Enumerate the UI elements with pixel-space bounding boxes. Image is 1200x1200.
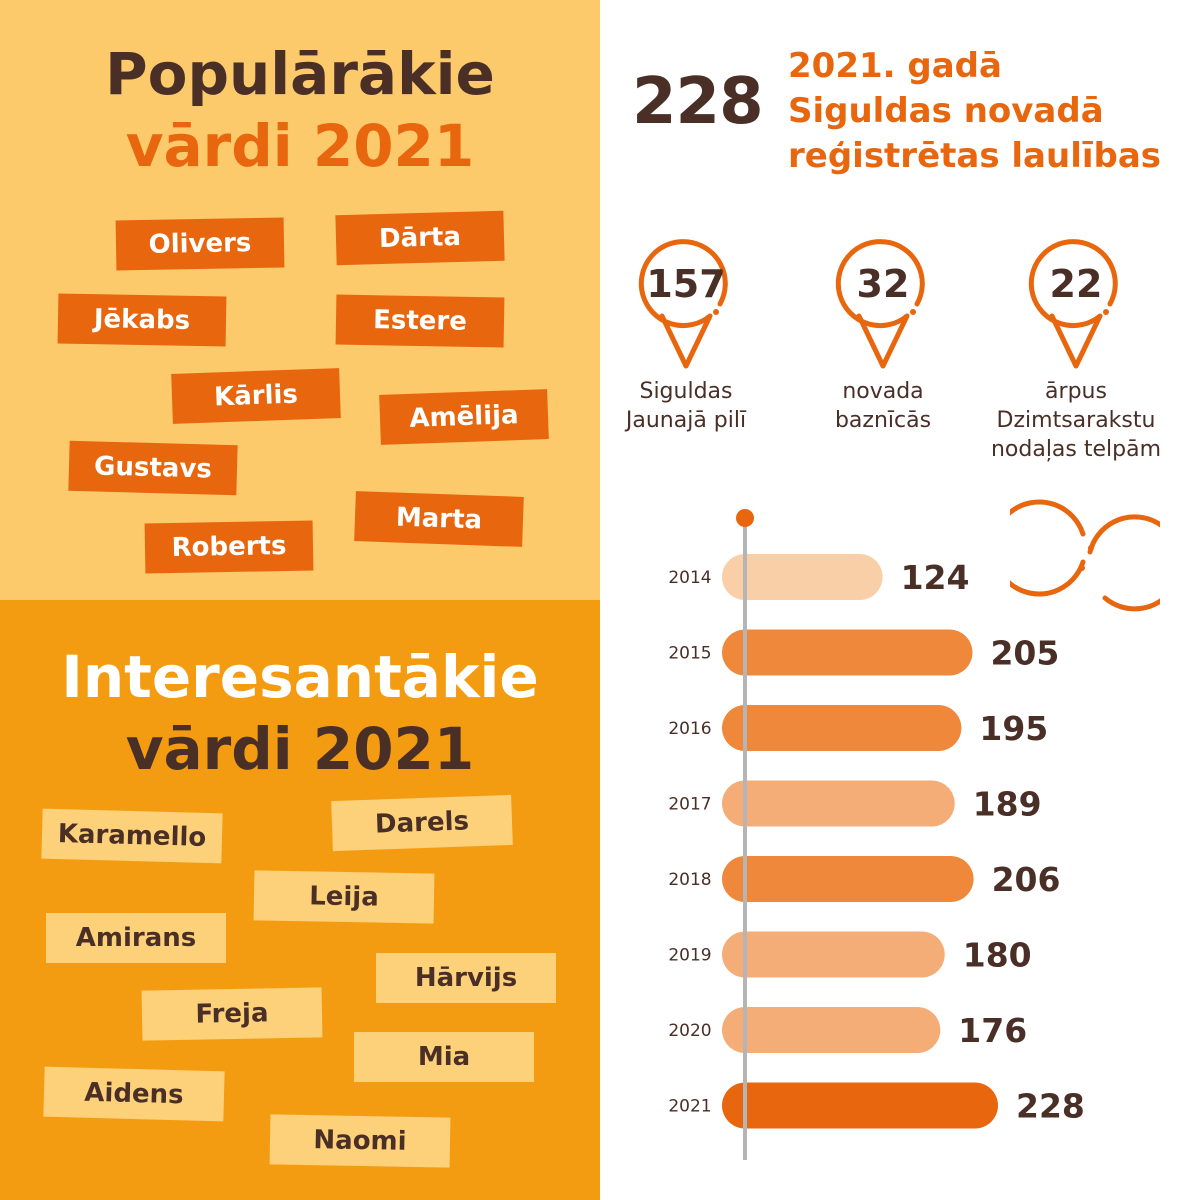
popular-title-line1: Populārākie <box>105 40 495 108</box>
pin-value: 157 <box>646 262 726 306</box>
location-label-line: novada <box>842 379 924 404</box>
interesting-title-line2: vārdi 2021 <box>125 715 475 783</box>
popular-name-tag: Gustavs <box>68 440 238 496</box>
map-pin-icon: 22 <box>1028 232 1124 372</box>
popular-names-title: Populārākie vārdi 2021 <box>0 38 600 182</box>
year-tick-label: 2018 <box>668 870 711 890</box>
bar-2021 <box>722 1082 998 1129</box>
location-label: novada baznīcās <box>783 377 983 435</box>
bar-value-label: 228 <box>1016 1087 1085 1126</box>
popular-name-tag: Olivers <box>115 217 285 271</box>
map-pin-icon: 32 <box>835 232 931 372</box>
bar-2018 <box>722 856 974 902</box>
bar-2020 <box>722 1007 941 1053</box>
bar-value-label: 176 <box>958 1011 1027 1050</box>
location-label-line: Jaunajā pilī <box>625 408 747 433</box>
year-tick-label: 2021 <box>668 1097 711 1117</box>
bar-value-label: 189 <box>973 785 1042 824</box>
caption-line2: Siguldas novadā <box>788 91 1104 131</box>
popular-name-tag: Estere <box>335 294 505 348</box>
map-pin-icon: 157 <box>638 232 734 372</box>
year-tick-label: 2016 <box>668 719 711 739</box>
location-label-line: nodaļas telpām <box>990 437 1162 462</box>
year-tick-label: 2014 <box>668 568 711 588</box>
interesting-name-tag: Amirans <box>46 913 226 963</box>
bar-value-label: 124 <box>901 558 970 597</box>
popular-name-tag: Amēlija <box>379 389 549 445</box>
bar-2014 <box>722 554 883 600</box>
bar-2017 <box>722 780 955 827</box>
interesting-name-tag: Naomi <box>269 1114 451 1168</box>
location-label-line: Dzimtsarakstu <box>996 408 1156 433</box>
bar-value-label: 180 <box>963 936 1032 975</box>
marriages-caption: 2021. gadā Siguldas novadā reģistrētas l… <box>788 44 1188 179</box>
year-tick-label: 2019 <box>668 946 711 966</box>
location-label: Siguldas Jaunajā pilī <box>586 377 786 435</box>
chart-axis-dot <box>736 509 754 527</box>
year-tick-label: 2020 <box>668 1021 711 1041</box>
interesting-name-tag: Aidens <box>43 1066 225 1122</box>
interesting-name-tag: Freja <box>141 987 323 1041</box>
bar-2019 <box>722 931 945 978</box>
location-label: ārpus Dzimtsarakstu nodaļas telpām <box>976 377 1176 464</box>
popular-name-tag: Kārlis <box>171 368 341 424</box>
popular-name-tag: Dārta <box>335 210 505 266</box>
marriages-bar-chart: 2014 124 2015 205 2016 195 2017 189 2018 206 2019 1… <box>668 509 1085 1160</box>
interesting-name-tag: Leija <box>253 870 435 924</box>
marriages-total: 228 <box>632 65 764 139</box>
bar-value-label: 206 <box>992 860 1061 899</box>
wedding-rings-icon <box>1010 499 1160 612</box>
location-label-line: baznīcās <box>834 408 932 433</box>
popular-name-tag: Roberts <box>144 520 314 574</box>
pin-value: 22 <box>1049 262 1103 306</box>
location-label-line: Siguldas <box>639 379 733 404</box>
interesting-name-tag: Karamello <box>41 808 223 864</box>
location-label-line: ārpus <box>1045 379 1107 404</box>
interesting-name-tag: Hārvijs <box>376 953 556 1003</box>
bar-value-label: 195 <box>979 709 1048 748</box>
year-tick-label: 2017 <box>668 795 711 815</box>
bar-2016 <box>722 705 962 751</box>
interesting-name-tag: Darels <box>331 794 513 852</box>
bar-2015 <box>722 629 973 676</box>
popular-name-tag: Marta <box>354 491 524 547</box>
popular-name-tag: Jēkabs <box>57 293 227 347</box>
caption-line1: 2021. gadā <box>788 46 1002 86</box>
caption-line3: reģistrētas laulības <box>788 136 1162 176</box>
interesting-names-title: Interesantākie vārdi 2021 <box>0 641 600 785</box>
pin-value: 32 <box>856 262 910 306</box>
bar-value-label: 205 <box>990 634 1059 673</box>
popular-title-line2: vārdi 2021 <box>125 112 475 180</box>
interesting-name-tag: Mia <box>354 1032 534 1082</box>
interesting-title-line1: Interesantākie <box>61 643 539 711</box>
year-tick-label: 2015 <box>668 644 711 664</box>
